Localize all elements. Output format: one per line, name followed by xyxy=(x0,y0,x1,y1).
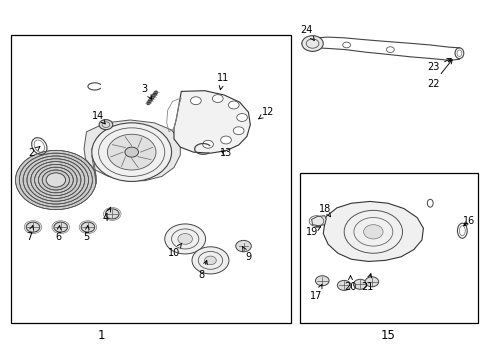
Circle shape xyxy=(228,101,239,109)
Text: 13: 13 xyxy=(220,148,232,158)
Bar xyxy=(300,173,477,323)
Text: 6: 6 xyxy=(55,226,61,242)
Text: 2: 2 xyxy=(28,147,40,158)
Circle shape xyxy=(363,225,382,239)
Circle shape xyxy=(92,123,171,181)
Circle shape xyxy=(365,277,378,287)
Polygon shape xyxy=(174,91,250,153)
Ellipse shape xyxy=(39,167,73,193)
Text: 12: 12 xyxy=(258,107,273,119)
Circle shape xyxy=(301,36,323,51)
Circle shape xyxy=(192,247,228,274)
Text: 15: 15 xyxy=(380,329,395,342)
Text: 17: 17 xyxy=(310,284,322,301)
Text: 14: 14 xyxy=(91,111,105,124)
Text: 16: 16 xyxy=(462,216,474,226)
Text: 8: 8 xyxy=(198,260,207,280)
Text: 3: 3 xyxy=(142,84,151,99)
Circle shape xyxy=(204,256,216,265)
Circle shape xyxy=(202,140,213,148)
Circle shape xyxy=(26,222,40,232)
Circle shape xyxy=(220,136,231,144)
Circle shape xyxy=(190,97,201,105)
Circle shape xyxy=(315,276,328,286)
Circle shape xyxy=(337,280,350,291)
Text: 4: 4 xyxy=(102,207,110,222)
Circle shape xyxy=(81,222,95,232)
Circle shape xyxy=(46,173,65,187)
Circle shape xyxy=(105,209,119,219)
Text: 24: 24 xyxy=(300,25,314,41)
Text: 22: 22 xyxy=(426,60,451,89)
Circle shape xyxy=(107,134,156,170)
Circle shape xyxy=(124,147,138,157)
Text: 23: 23 xyxy=(426,58,450,72)
Text: 7: 7 xyxy=(26,226,34,242)
Text: 9: 9 xyxy=(242,247,251,262)
Bar xyxy=(11,35,290,323)
Text: 21: 21 xyxy=(360,274,372,292)
Text: 18: 18 xyxy=(318,203,330,217)
Circle shape xyxy=(235,240,251,252)
Text: 20: 20 xyxy=(344,276,356,292)
Text: 5: 5 xyxy=(83,226,89,242)
Text: 11: 11 xyxy=(216,73,228,90)
Circle shape xyxy=(54,222,67,232)
Text: 10: 10 xyxy=(167,243,182,258)
Polygon shape xyxy=(323,202,423,261)
Ellipse shape xyxy=(31,162,81,198)
Text: 19: 19 xyxy=(305,227,320,237)
Ellipse shape xyxy=(16,150,96,210)
Circle shape xyxy=(353,279,366,289)
Ellipse shape xyxy=(23,156,88,204)
Text: 1: 1 xyxy=(97,329,104,342)
Circle shape xyxy=(164,224,205,254)
Polygon shape xyxy=(311,216,325,226)
Polygon shape xyxy=(84,120,180,181)
Circle shape xyxy=(233,127,244,135)
Circle shape xyxy=(99,120,113,130)
Circle shape xyxy=(236,113,247,121)
Circle shape xyxy=(212,95,223,103)
Circle shape xyxy=(178,234,192,244)
